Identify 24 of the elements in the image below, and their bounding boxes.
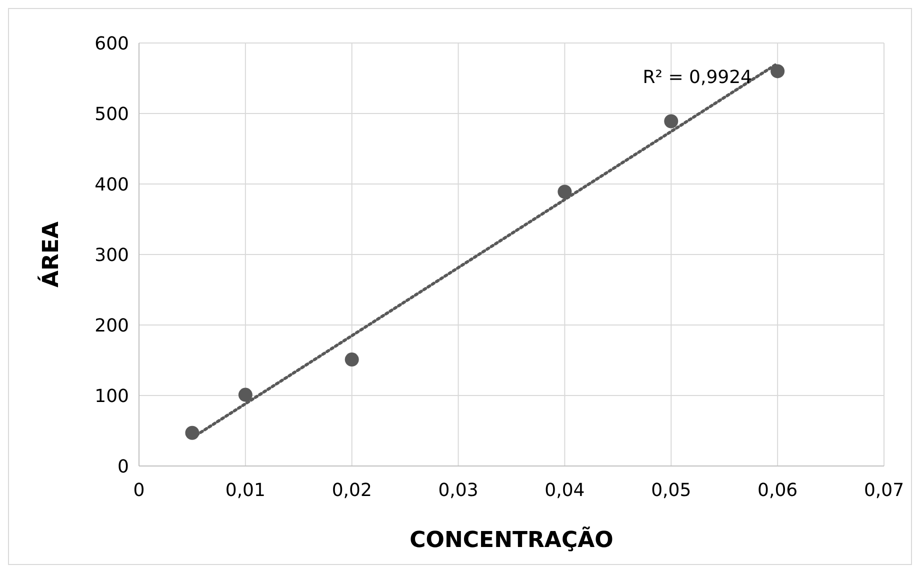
- x-tick-label: 0: [133, 480, 145, 501]
- point: [238, 388, 252, 402]
- x-tick-label: 0,02: [332, 480, 372, 501]
- y-tick-label: 600: [94, 33, 129, 54]
- x-axis-title: CONCENTRAÇÃO: [410, 526, 614, 553]
- x-tick-label: 0,05: [651, 480, 692, 501]
- y-tick-label: 0: [118, 456, 129, 478]
- point: [185, 426, 200, 440]
- x-tick-label: 0,03: [438, 480, 478, 501]
- point: [664, 114, 678, 128]
- x-tick-label: 0,06: [758, 480, 798, 501]
- point: [770, 64, 785, 78]
- y-tick-label: 500: [94, 104, 129, 125]
- point: [344, 352, 359, 367]
- y-tick-label: 400: [94, 174, 129, 196]
- y-tick-label: 200: [94, 315, 129, 336]
- x-tick-label: 0,07: [864, 480, 904, 501]
- y-tick-label: 300: [94, 244, 129, 266]
- y-axis-title: ÁREA: [37, 221, 64, 288]
- annotation: R² = 0,9924: [642, 67, 752, 88]
- point: [558, 184, 572, 199]
- x-tick-label: 0,04: [544, 480, 585, 501]
- y-tick-label: 100: [94, 386, 129, 407]
- x-tick-label: 0,01: [225, 480, 266, 501]
